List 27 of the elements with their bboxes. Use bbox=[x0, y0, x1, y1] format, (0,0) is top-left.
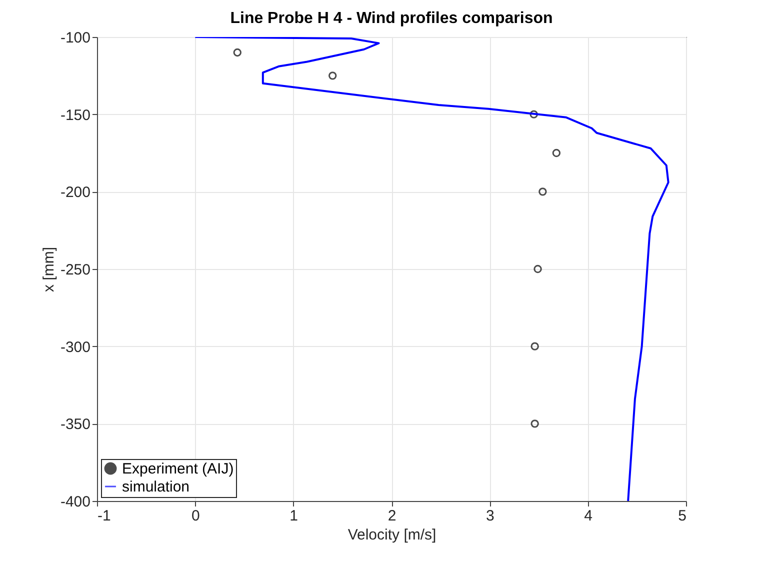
point bbox=[328, 72, 337, 80]
y-tick-label: -400 bbox=[60, 494, 90, 510]
x-tick-label: 5 bbox=[678, 508, 686, 524]
x-tick-label: 2 bbox=[388, 508, 396, 524]
y-tick-label: -300 bbox=[60, 338, 90, 356]
y-tick-label: -350 bbox=[60, 416, 90, 434]
x-tick-label: 3 bbox=[486, 508, 494, 524]
point bbox=[530, 110, 538, 118]
legend-label: Experiment (AIJ) bbox=[122, 460, 234, 478]
y-tick-label: -150 bbox=[60, 106, 90, 124]
y-axis-title: x [mm] bbox=[40, 247, 58, 292]
point bbox=[552, 148, 561, 158]
x-tick-label: 0 bbox=[191, 508, 200, 524]
legend-label: simulation bbox=[122, 478, 190, 496]
y-tick-label: -200 bbox=[60, 184, 90, 202]
x-tick-label: 1 bbox=[290, 508, 298, 524]
point bbox=[538, 188, 547, 196]
x-tick-label: -1 bbox=[98, 508, 111, 524]
x-axis-title: Velocity [m/s] bbox=[348, 526, 436, 544]
point bbox=[233, 48, 242, 57]
chart-title: Line Probe H 4 - Wind profiles comparison bbox=[230, 10, 553, 27]
point bbox=[530, 420, 539, 428]
y-tick-label: -250 bbox=[60, 262, 90, 278]
y-tick-label: -100 bbox=[60, 30, 90, 46]
point bbox=[530, 342, 539, 350]
x-tick-label: 4 bbox=[584, 508, 593, 524]
point bbox=[534, 264, 542, 274]
